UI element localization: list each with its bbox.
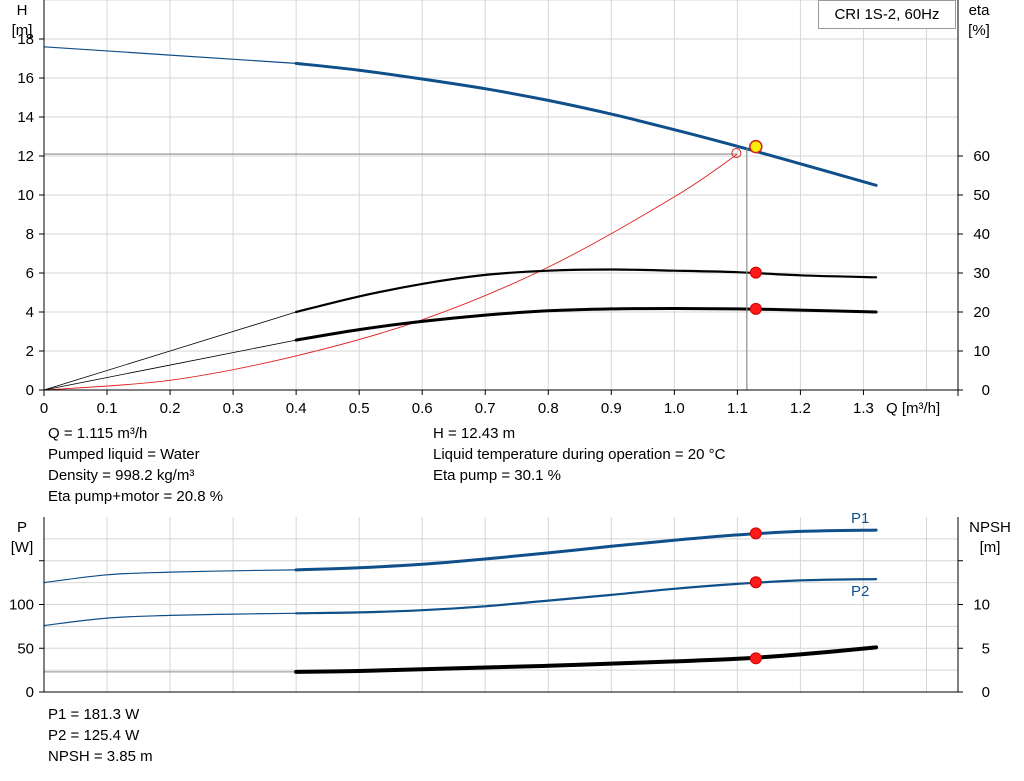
- axes: [39, 0, 963, 693]
- bottom-right-tick-label: 10: [973, 597, 990, 614]
- info-top-right: H = 12.43 m Liquid temperature during op…: [433, 423, 725, 486]
- info-top-left: Q = 1.115 m³/h Pumped liquid = Water Den…: [48, 423, 223, 507]
- bottom-right-tick-label: 5: [982, 640, 990, 657]
- top-right-tick-label: 10: [973, 343, 990, 360]
- x-tick-label: 0.1: [97, 400, 118, 417]
- bottom-left-tick-label: 0: [26, 684, 34, 701]
- bottom-right-axis-name: NPSH: [969, 519, 1011, 536]
- info-npsh: NPSH = 3.85 m: [48, 748, 153, 765]
- top-right-axis-name: eta: [969, 2, 991, 19]
- p2-curve-line-extrapolated: [43, 612, 297, 627]
- top-left-tick-label: 10: [17, 187, 34, 204]
- p1-series-label: P1: [851, 510, 869, 527]
- top-right-tick-label: 50: [973, 187, 990, 204]
- x-tick-label: 0.7: [475, 400, 496, 417]
- x-tick-label: 0.4: [286, 400, 307, 417]
- top-left-tick-label: 18: [17, 31, 34, 48]
- eta-pump-curve-line: [295, 268, 878, 314]
- top-right-tick-label: 60: [973, 148, 990, 165]
- eta-pump-motor-point-marker: [749, 302, 762, 315]
- info-p2: P2 = 125.4 W: [48, 727, 140, 744]
- top-right-tick-label: 40: [973, 226, 990, 243]
- eta-pump-point-marker: [749, 266, 762, 279]
- info-eta-pump-motor: Eta pump+motor = 20.8 %: [48, 488, 224, 505]
- system-point-marker: [731, 148, 742, 159]
- eta-pump-curve-line-extrapolated: [43, 311, 297, 391]
- x-tick-label: 0: [40, 400, 48, 417]
- top-series: [43, 46, 878, 391]
- top-left-tick-label: 4: [26, 304, 34, 321]
- info-eta-pump: Eta pump = 30.1 %: [433, 467, 561, 484]
- bottom-right-axis-unit: [m]: [980, 539, 1001, 556]
- top-grid: [44, 0, 958, 390]
- npsh-point-marker: [749, 652, 762, 665]
- info-pumped-liquid: Pumped liquid = Water: [48, 446, 200, 463]
- x-tick-label: 0.6: [412, 400, 433, 417]
- p1-curve-line-extrapolated: [43, 569, 297, 584]
- npsh-curve-line: [294, 645, 879, 674]
- operating-point-marker: [749, 139, 763, 154]
- info-liquid-temperature: Liquid temperature during operation = 20…: [433, 446, 726, 463]
- p1-point-marker: [749, 527, 762, 540]
- bottom-series: [43, 527, 879, 674]
- x-tick-label: 0.2: [160, 400, 181, 417]
- top-left-tick-label: 12: [17, 148, 34, 165]
- top-left-tick-label: 6: [26, 265, 34, 282]
- h-curve-line: [294, 61, 878, 187]
- x-tick-label: 1.0: [664, 400, 685, 417]
- info-q: Q = 1.115 m³/h: [48, 425, 148, 442]
- x-tick-label: 1.1: [727, 400, 748, 417]
- top-left-tick-label: 14: [17, 109, 34, 126]
- x-tick-label: 0.3: [223, 400, 244, 417]
- bottom-left-tick-label: 100: [9, 597, 34, 614]
- tick-labels: 0 0.1 0.2 0.3 0.4 0.5 0.6 0.7 0.8 0.9 1.0 1.1 1.2 1.3…: [9, 31, 990, 701]
- top-left-tick-label: 0: [26, 382, 34, 399]
- bottom-right-tick-label: 0: [982, 684, 990, 701]
- top-right-tick-label: 20: [973, 304, 990, 321]
- p2-point-marker: [749, 576, 762, 589]
- p1-curve-line: [294, 528, 878, 572]
- info-p1: P1 = 181.3 W: [48, 706, 140, 723]
- top-left-axis-name: H: [17, 2, 28, 19]
- top-left-tick-label: 8: [26, 226, 34, 243]
- info-density: Density = 998.2 kg/m³: [48, 467, 195, 484]
- p2-series-label: P2: [851, 583, 869, 600]
- x-tick-label: 0.5: [349, 400, 370, 417]
- x-tick-label: 1.3: [853, 400, 874, 417]
- info-bottom: P1 = 181.3 W P2 = 125.4 W NPSH = 3.85 m: [48, 704, 153, 767]
- bottom-left-axis-unit: [W]: [11, 539, 34, 556]
- top-right-tick-label: 30: [973, 265, 990, 282]
- top-right-tick-label: 0: [982, 382, 990, 399]
- system-curve-line: [43, 153, 738, 391]
- bottom-left-tick-label: 50: [17, 640, 34, 657]
- x-tick-label: 1.2: [790, 400, 811, 417]
- chart-legend: CRI 1S-2, 60Hz: [818, 0, 956, 29]
- eta-pump-motor-curve-line-extrapolated: [43, 339, 297, 391]
- bottom-left-axis-name: P: [17, 519, 27, 536]
- top-right-axis-unit: [%]: [968, 22, 990, 39]
- x-tick-label: 0.9: [601, 400, 622, 417]
- x-axis-label: Q [m³/h]: [886, 400, 940, 417]
- top-left-tick-label: 16: [17, 70, 34, 87]
- top-left-axis-unit: [m]: [12, 22, 33, 39]
- x-tick-label: 0.8: [538, 400, 559, 417]
- bottom-grid: [44, 517, 958, 692]
- h-curve-line-extrapolated: [43, 46, 297, 64]
- eta-pump-motor-curve-line: [294, 307, 878, 342]
- info-h: H = 12.43 m: [433, 425, 516, 442]
- top-left-tick-label: 2: [26, 343, 34, 360]
- p2-curve-line: [295, 578, 878, 615]
